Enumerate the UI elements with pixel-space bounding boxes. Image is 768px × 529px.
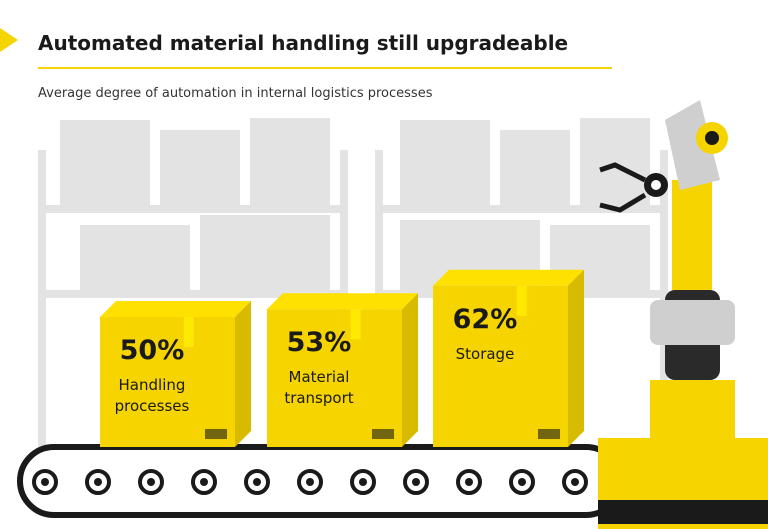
roller-hub: [359, 478, 367, 486]
roller-hub: [94, 478, 102, 486]
roller-hub: [253, 478, 261, 486]
barcode: [538, 429, 560, 439]
roller: [562, 469, 588, 495]
bar: [100, 317, 235, 447]
rollers: [32, 469, 588, 495]
box-tape: [350, 309, 361, 340]
title: Automated material handling still upgrad…: [38, 31, 569, 55]
subtitle: Average degree of automation in internal…: [38, 86, 433, 101]
box-side: [235, 301, 251, 447]
roller: [85, 469, 111, 495]
roller-hub: [147, 478, 155, 486]
value-label: 50%: [119, 335, 185, 366]
box-side: [568, 269, 584, 447]
value-label: 62%: [452, 303, 518, 335]
roller: [191, 469, 217, 495]
bar: [267, 309, 402, 447]
category-label: Storage: [455, 344, 515, 363]
box-top: [433, 269, 584, 286]
robot-arm: [598, 100, 768, 529]
roller: [350, 469, 376, 495]
box-tape: [183, 317, 194, 347]
roller-hub: [200, 478, 208, 486]
roller-hub: [306, 478, 314, 486]
roller-hub: [412, 478, 420, 486]
box-tape: [516, 285, 527, 316]
roller: [244, 469, 270, 495]
roller-hub: [571, 478, 579, 486]
roller-hub: [465, 478, 473, 486]
roller: [509, 469, 535, 495]
barcode: [372, 429, 394, 439]
roller-hub: [518, 478, 526, 486]
roller: [403, 469, 429, 495]
box-top: [267, 293, 418, 310]
category-label: Handling processes: [114, 376, 190, 415]
roller: [32, 469, 58, 495]
roller-hub: [41, 478, 49, 486]
roller: [138, 469, 164, 495]
value-label: 53%: [286, 327, 352, 359]
header-marker: [0, 28, 18, 52]
category-label: Material transport: [284, 368, 354, 408]
bar: [433, 285, 568, 447]
barcode: [205, 429, 227, 439]
roller: [297, 469, 323, 495]
box-side: [402, 293, 418, 447]
box-top: [100, 301, 251, 317]
roller: [456, 469, 482, 495]
